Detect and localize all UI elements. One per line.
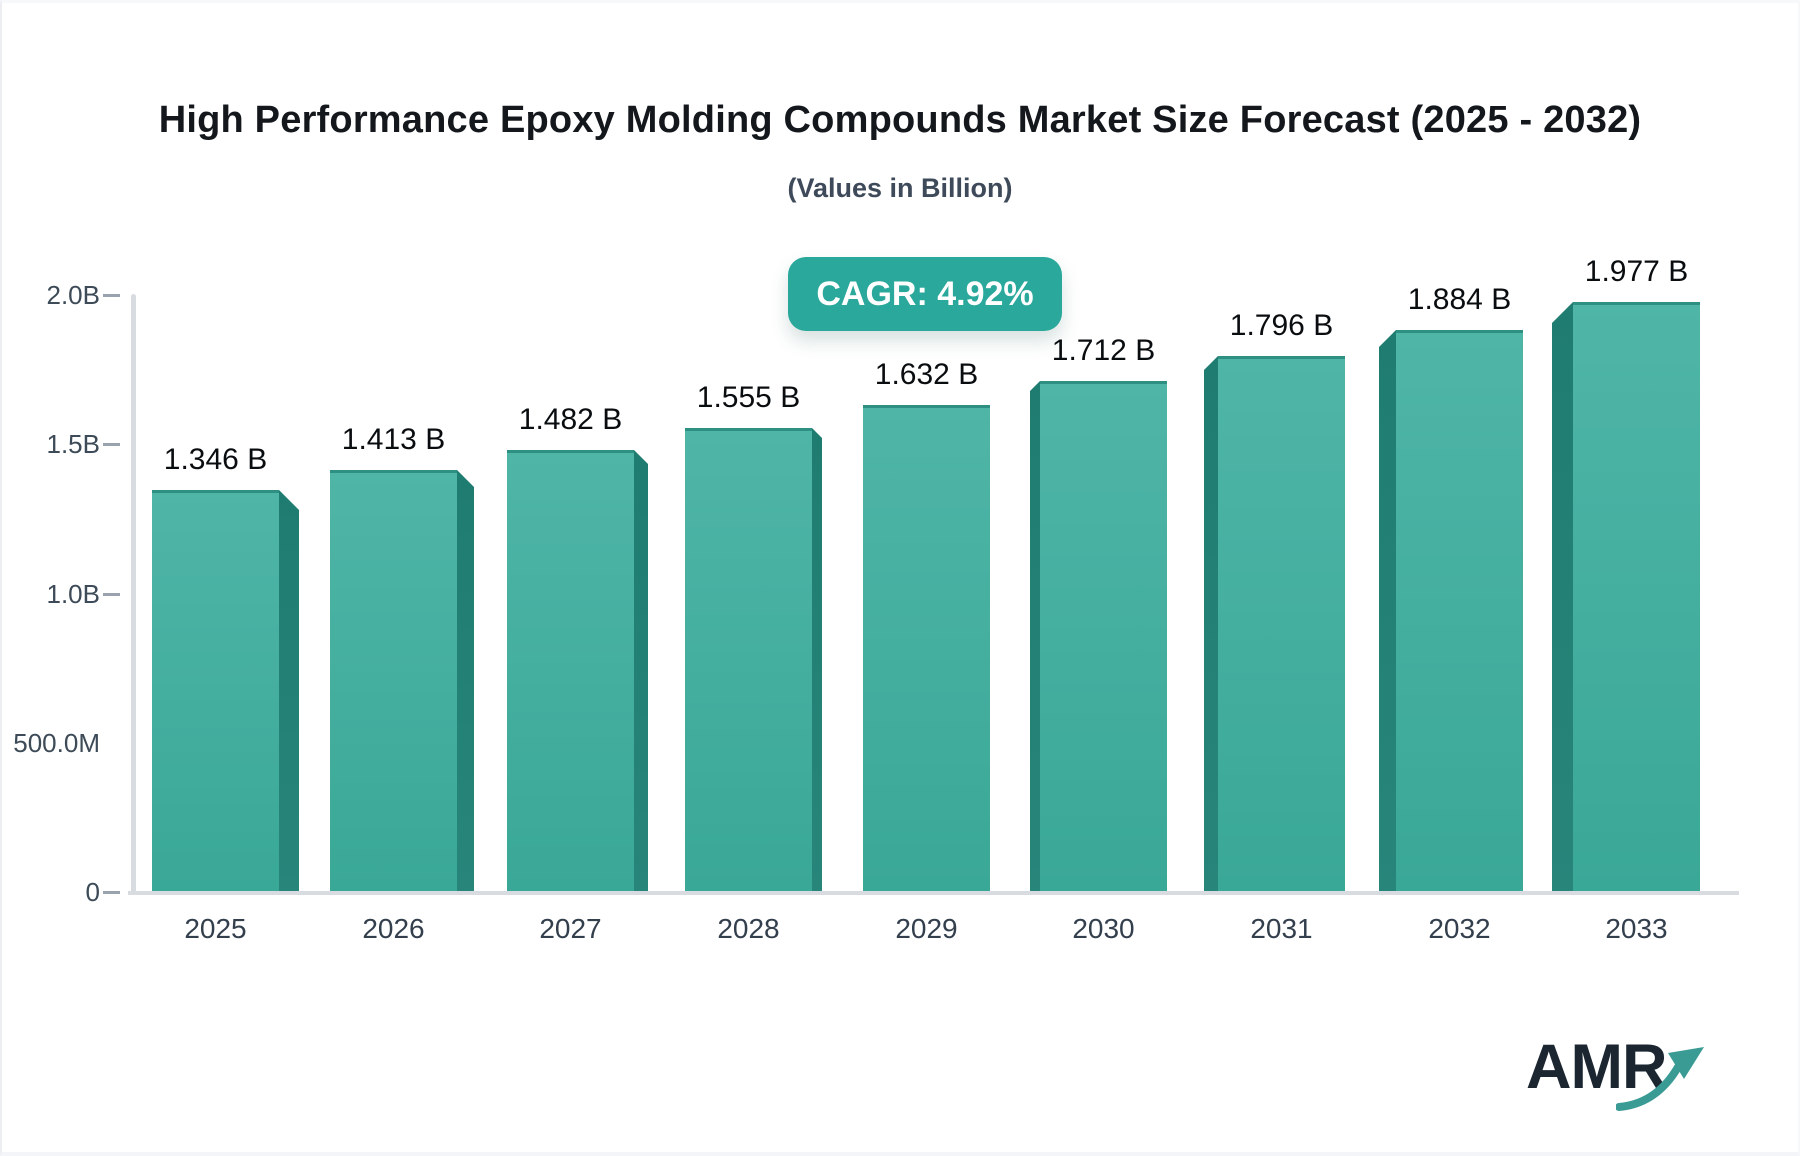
y-axis-label: 1.5B xyxy=(46,429,101,459)
bar-side-panel xyxy=(279,490,299,892)
bar-2029 xyxy=(863,405,990,892)
bar-2025 xyxy=(152,490,279,892)
x-axis-line xyxy=(128,891,1739,895)
y-axis-tick xyxy=(103,294,120,297)
y-axis-label: 2.0B xyxy=(46,280,101,310)
bar-value-label: 1.977 B xyxy=(1584,255,1689,288)
bar-side-panel xyxy=(1552,302,1573,892)
bar-side-panel xyxy=(457,470,474,892)
bar-2026 xyxy=(330,470,457,892)
bar-side-panel xyxy=(634,450,648,892)
x-axis-label: 2028 xyxy=(717,913,780,944)
amr-logo: AMR xyxy=(1526,1031,1746,1126)
chart-subtitle: (Values in Billion) xyxy=(787,173,1013,203)
bar-value-label: 1.796 B xyxy=(1229,309,1334,342)
bar-value-label: 1.555 B xyxy=(696,381,801,414)
growth-arrow-icon xyxy=(1616,1047,1704,1111)
amr-logo-text: AMR xyxy=(1526,1032,1667,1102)
cagr-badge: CAGR: 4.92% xyxy=(788,257,1062,331)
y-axis-tick xyxy=(103,593,120,596)
bar-2031 xyxy=(1218,356,1345,892)
x-axis-label: 2030 xyxy=(1072,913,1135,944)
x-axis-label: 2032 xyxy=(1428,913,1491,944)
bar-value-label: 1.632 B xyxy=(874,358,979,391)
cagr-badge-label: CAGR: 4.92% xyxy=(816,274,1034,313)
x-axis-label: 2025 xyxy=(184,913,247,944)
x-axis-label: 2027 xyxy=(539,913,602,944)
bar-2033 xyxy=(1573,302,1700,892)
y-axis-label: 500.0M xyxy=(13,728,100,758)
chart-title: High Performance Epoxy Molding Compounds… xyxy=(158,99,1642,141)
bar-side-panel xyxy=(1030,381,1040,892)
x-axis-label: 2026 xyxy=(362,913,425,944)
bar-2032 xyxy=(1396,330,1523,892)
x-axis-label: 2033 xyxy=(1605,913,1668,944)
bar-value-label: 1.712 B xyxy=(1051,334,1156,367)
bar-value-label: 1.884 B xyxy=(1407,283,1512,316)
x-axis-label: 2031 xyxy=(1250,913,1313,944)
bar-2028 xyxy=(685,428,812,892)
bar-value-label: 1.413 B xyxy=(341,423,446,456)
y-axis-tick xyxy=(103,891,120,894)
x-axis-label: 2029 xyxy=(895,913,958,944)
bar-side-panel xyxy=(1379,330,1396,892)
y-axis-line xyxy=(131,294,136,895)
bar-value-label: 1.482 B xyxy=(518,403,623,436)
bar-2030 xyxy=(1040,381,1167,892)
y-axis-label: 1.0B xyxy=(46,579,101,609)
bar-2027 xyxy=(507,450,634,892)
y-axis-tick xyxy=(103,443,120,446)
bar-side-panel xyxy=(1204,356,1218,892)
y-axis-label: 0 xyxy=(85,877,100,907)
bar-value-label: 1.346 B xyxy=(163,443,268,476)
bar-side-panel xyxy=(812,428,822,892)
